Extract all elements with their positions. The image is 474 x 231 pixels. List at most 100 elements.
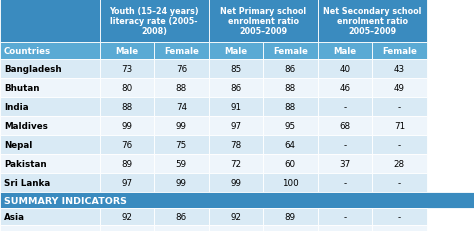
Bar	[263, 136, 318, 155]
Text: 28: 28	[394, 160, 405, 169]
Text: 89: 89	[121, 160, 132, 169]
Text: Nepal: Nepal	[4, 141, 32, 150]
Bar	[372, 43, 427, 60]
Bar	[263, 208, 318, 225]
Bar	[318, 174, 372, 193]
Bar	[0, 43, 100, 60]
Bar	[318, 79, 372, 98]
Bar	[100, 155, 154, 174]
Text: South Asia: South Asia	[4, 230, 57, 231]
Text: 100: 100	[282, 179, 299, 188]
Text: Bangladesh: Bangladesh	[4, 65, 62, 74]
Text: -: -	[343, 141, 346, 150]
Text: 85: 85	[230, 65, 241, 74]
Text: Maldives: Maldives	[4, 122, 48, 131]
Bar	[263, 174, 318, 193]
Bar	[100, 79, 154, 98]
Text: Net Secondary school
enrolment ratio
2005–2009: Net Secondary school enrolment ratio 200…	[323, 6, 421, 36]
Bar	[263, 225, 318, 231]
Text: SUMMARY INDICATORS: SUMMARY INDICATORS	[4, 196, 127, 205]
Bar	[209, 208, 263, 225]
Bar	[263, 117, 318, 136]
Bar	[0, 60, 100, 79]
Text: 99: 99	[121, 122, 132, 131]
Text: 37: 37	[339, 160, 350, 169]
Bar	[263, 43, 318, 60]
Text: -: -	[398, 141, 401, 150]
Bar	[209, 174, 263, 193]
Bar	[0, 225, 100, 231]
Text: 49: 49	[394, 84, 405, 93]
Text: Asia: Asia	[4, 212, 25, 221]
Bar	[100, 225, 154, 231]
Bar	[372, 117, 427, 136]
Bar	[318, 117, 372, 136]
Text: 59: 59	[176, 160, 187, 169]
Bar	[209, 43, 263, 60]
Text: 88: 88	[285, 84, 296, 93]
Bar	[154, 174, 209, 193]
Bar	[0, 155, 100, 174]
Text: 97: 97	[230, 122, 241, 131]
Text: 46: 46	[339, 84, 350, 93]
Bar	[100, 174, 154, 193]
Text: 88: 88	[121, 103, 132, 112]
Bar	[372, 174, 427, 193]
Text: 86: 86	[121, 230, 132, 231]
Bar	[263, 98, 318, 117]
Text: 80: 80	[121, 84, 132, 93]
Text: Sri Lanka: Sri Lanka	[4, 179, 50, 188]
Bar	[0, 208, 100, 225]
Text: 99: 99	[176, 122, 187, 131]
Text: Male: Male	[333, 47, 356, 56]
Bar	[263, 79, 318, 98]
Text: -: -	[343, 103, 346, 112]
Bar	[0, 136, 100, 155]
Bar	[0, 117, 100, 136]
Text: -: -	[343, 230, 346, 231]
Bar	[100, 117, 154, 136]
Bar	[100, 208, 154, 225]
Bar	[318, 155, 372, 174]
Bar	[154, 43, 209, 60]
Text: 86: 86	[230, 84, 241, 93]
Bar	[154, 60, 209, 79]
Bar	[209, 136, 263, 155]
Text: Net Primary school
enrolment ratio
2005–2009: Net Primary school enrolment ratio 2005–…	[220, 6, 306, 36]
Text: -: -	[398, 230, 401, 231]
Text: Male: Male	[115, 47, 138, 56]
Text: 92: 92	[230, 212, 241, 221]
Text: Male: Male	[224, 47, 247, 56]
Bar	[154, 136, 209, 155]
Text: Female: Female	[273, 47, 308, 56]
Bar	[209, 98, 263, 117]
Text: 99: 99	[176, 179, 187, 188]
Text: 89: 89	[285, 212, 296, 221]
Text: -: -	[343, 179, 346, 188]
Text: 86: 86	[176, 212, 187, 221]
Text: -: -	[398, 212, 401, 221]
Bar	[154, 79, 209, 98]
Bar	[100, 43, 154, 60]
Bar	[0, 0, 100, 43]
Bar	[372, 60, 427, 79]
Text: 75: 75	[176, 141, 187, 150]
Bar	[209, 79, 263, 98]
Bar	[318, 208, 372, 225]
Text: -: -	[398, 179, 401, 188]
Text: 97: 97	[121, 179, 132, 188]
Bar	[263, 60, 318, 79]
Bar	[0, 79, 100, 98]
Bar	[372, 155, 427, 174]
Bar	[372, 208, 427, 225]
Bar	[318, 136, 372, 155]
Bar	[318, 225, 372, 231]
Bar	[0, 193, 474, 208]
Text: 72: 72	[230, 160, 241, 169]
Bar	[372, 79, 427, 98]
Text: Female: Female	[164, 47, 199, 56]
Bar	[318, 98, 372, 117]
Text: Bhutan: Bhutan	[4, 84, 39, 93]
Text: -: -	[398, 103, 401, 112]
Text: 95: 95	[285, 122, 296, 131]
